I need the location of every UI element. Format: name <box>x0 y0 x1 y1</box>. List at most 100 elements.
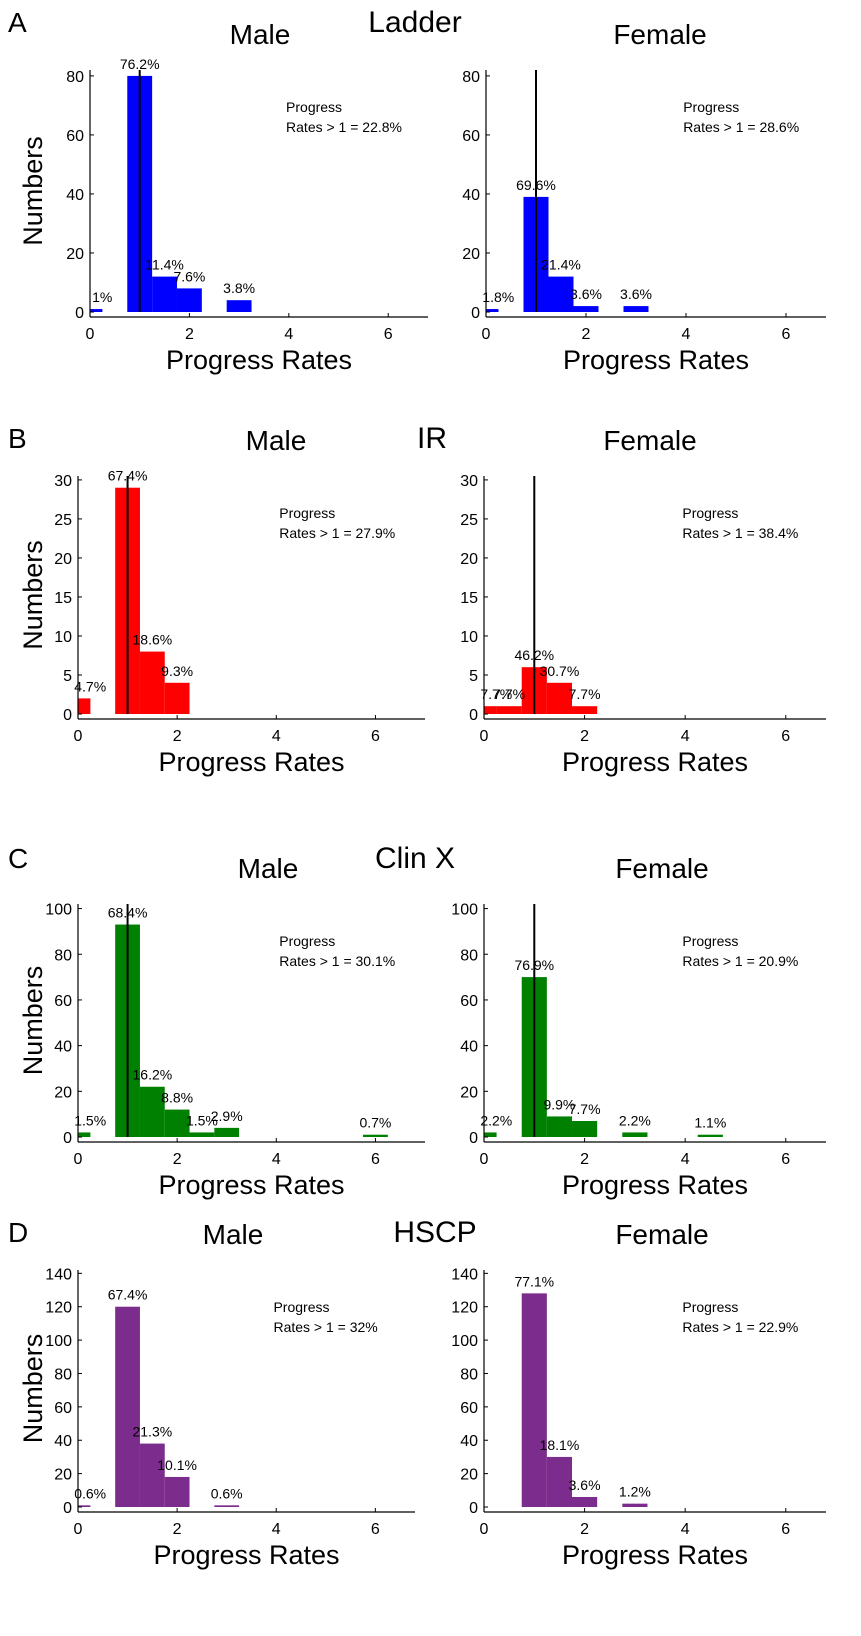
x-tick-label: 0 <box>74 728 83 745</box>
bar <box>546 1456 573 1507</box>
x-tick-label: 2 <box>173 1521 182 1538</box>
x-tick-label: 4 <box>272 728 281 745</box>
bar <box>623 306 649 312</box>
y-tick-label: 0 <box>63 707 72 724</box>
bar <box>548 276 574 312</box>
percent-label: 18.6% <box>133 632 173 648</box>
x-axis-label: Progress Rates <box>158 747 344 777</box>
y-tick-label: 60 <box>54 993 72 1010</box>
x-axis-label: Progress Rates <box>563 345 749 375</box>
bar <box>139 1443 165 1507</box>
percent-label: 0.7% <box>359 1115 391 1131</box>
y-tick-label: 140 <box>451 1266 478 1283</box>
y-tick-label: 0 <box>75 305 84 322</box>
percent-label: 2.2% <box>480 1112 512 1128</box>
x-tick-label: 2 <box>580 1151 589 1168</box>
annotation: Progress <box>683 99 739 115</box>
x-tick-label: 4 <box>681 1521 690 1538</box>
x-axis-label: Progress Rates <box>158 1170 344 1200</box>
percent-label: 7.6% <box>173 268 205 284</box>
annotation: Progress <box>279 505 335 521</box>
bar <box>152 276 177 312</box>
y-tick-label: 60 <box>460 993 478 1010</box>
group-title: IR <box>417 422 447 455</box>
x-tick-label: 6 <box>371 1521 380 1538</box>
y-tick-label: 0 <box>63 1500 72 1517</box>
percent-label: 9.9% <box>543 1096 575 1112</box>
x-tick-label: 0 <box>482 326 491 343</box>
chart-title: Male <box>203 1219 264 1250</box>
percent-label: 1.2% <box>619 1484 651 1500</box>
y-tick-label: 25 <box>460 512 478 529</box>
y-tick-label: 20 <box>460 1467 478 1484</box>
y-tick-label: 15 <box>54 590 72 607</box>
bar <box>78 698 91 714</box>
x-tick-label: 2 <box>185 326 194 343</box>
bar <box>484 1132 497 1137</box>
percent-label: 67.4% <box>108 468 148 484</box>
annotation: Rates > 1 = 22.9% <box>682 1319 798 1335</box>
y-tick-label: 140 <box>45 1266 72 1283</box>
bar <box>484 706 497 714</box>
bar <box>164 1109 190 1137</box>
y-tick-label: 20 <box>54 1084 72 1101</box>
x-tick-label: 6 <box>781 1151 790 1168</box>
bar <box>176 288 202 312</box>
bar <box>78 1132 91 1137</box>
x-tick-label: 4 <box>681 1151 690 1168</box>
percent-label: 67.4% <box>108 1287 148 1303</box>
percent-label: 4.7% <box>74 678 106 694</box>
y-tick-label: 20 <box>460 1084 478 1101</box>
bar <box>164 682 190 714</box>
bar <box>572 706 598 714</box>
x-axis-label: Progress Rates <box>166 345 352 375</box>
bar <box>622 1503 648 1507</box>
x-tick-label: 6 <box>371 728 380 745</box>
x-tick-label: 2 <box>582 326 591 343</box>
x-axis-label: Progress Rates <box>562 747 748 777</box>
percent-label: 10.1% <box>157 1457 197 1473</box>
percent-label: 0.6% <box>74 1485 106 1501</box>
y-tick-label: 25 <box>54 512 72 529</box>
y-tick-label: 0 <box>469 1500 478 1517</box>
x-tick-label: 4 <box>681 728 690 745</box>
x-tick-label: 0 <box>74 1521 83 1538</box>
y-tick-label: 30 <box>54 473 72 490</box>
percent-label: 9.3% <box>161 663 193 679</box>
percent-label: 2.9% <box>211 1108 243 1124</box>
bar <box>486 309 499 312</box>
percent-label: 1.5% <box>74 1112 106 1128</box>
bar <box>214 1127 240 1137</box>
bar <box>573 306 599 312</box>
y-tick-label: 40 <box>460 1433 478 1450</box>
bar <box>90 309 103 312</box>
annotation: Rates > 1 = 27.9% <box>279 525 395 541</box>
y-tick-label: 80 <box>460 947 478 964</box>
percent-label: 7.7% <box>480 686 512 702</box>
x-tick-label: 0 <box>480 728 489 745</box>
x-tick-label: 6 <box>782 326 791 343</box>
bar <box>572 1496 598 1507</box>
bar <box>521 1293 547 1507</box>
y-tick-label: 20 <box>462 246 480 263</box>
y-tick-label: 20 <box>54 1467 72 1484</box>
group-title: Ladder <box>368 6 461 39</box>
annotation: Progress <box>273 1299 329 1315</box>
plot <box>78 1306 240 1507</box>
bar <box>189 1132 215 1137</box>
y-tick-label: 120 <box>45 1300 72 1317</box>
chart-title: Female <box>615 853 708 884</box>
y-tick-label: 80 <box>462 69 480 86</box>
bar <box>496 706 522 714</box>
y-tick-label: 30 <box>460 473 478 490</box>
bar <box>78 1505 91 1507</box>
y-tick-label: 5 <box>63 668 72 685</box>
chart-title: Male <box>246 425 307 456</box>
plot <box>90 75 252 312</box>
panel-label: D <box>8 1217 28 1248</box>
y-tick-label: 0 <box>469 707 478 724</box>
x-axis-label: Progress Rates <box>153 1540 339 1570</box>
y-axis-label: Numbers <box>18 540 48 650</box>
annotation: Rates > 1 = 38.4% <box>682 525 798 541</box>
